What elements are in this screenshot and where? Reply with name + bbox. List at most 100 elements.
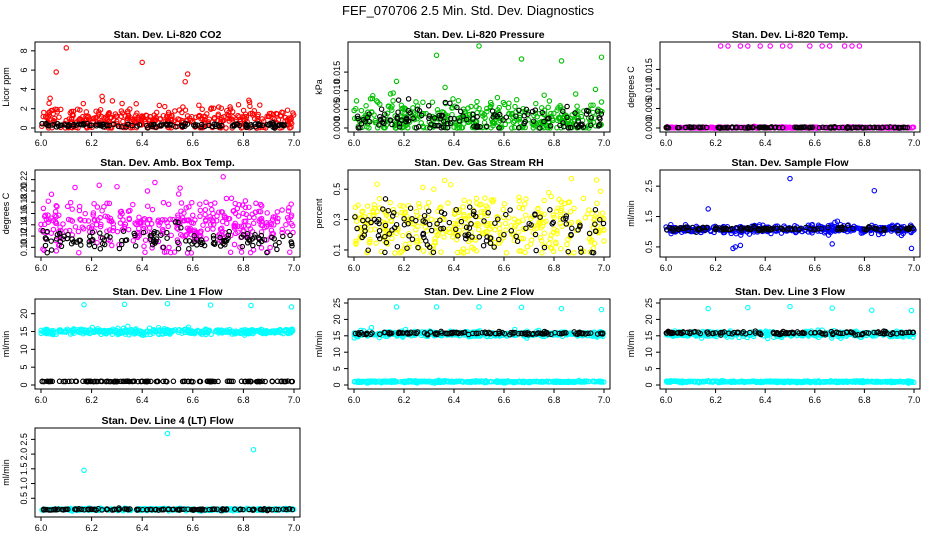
data-point [485,221,491,227]
data-point [376,122,382,128]
data-point [785,225,791,232]
data-point [460,204,466,210]
data-point [120,118,126,125]
data-point [238,378,245,385]
outlier-point [248,302,254,309]
data-point [447,120,454,127]
series-black [663,123,911,131]
data-point [130,237,137,244]
data-point [420,218,426,224]
data-point [592,86,599,93]
data-point [440,118,447,124]
data-point [72,224,79,230]
x-tick-label: 6.6 [187,395,200,405]
data-point [180,104,186,110]
data-point [236,202,242,208]
data-point [761,225,768,231]
data-point [187,117,194,124]
data-point [367,331,374,338]
data-point [409,216,415,222]
data-point [105,214,111,220]
data-point [373,98,380,104]
outlier-point [288,304,295,310]
series-blue [663,175,917,252]
x-tick-label: 6.8 [237,263,250,273]
y-tick-label: 25 [332,298,342,308]
data-point [491,244,497,250]
data-point [90,212,96,218]
data-point [136,330,143,337]
data-point [89,324,96,331]
data-point [369,330,375,336]
data-point [454,249,461,256]
plot-frame [347,298,611,390]
data-point [218,105,225,111]
data-point [591,379,598,385]
data-point [264,210,270,216]
x-tick-label: 6.8 [237,395,250,405]
series-black [354,96,605,131]
data-point [363,103,369,109]
data-point [135,378,141,385]
data-point [99,93,105,100]
data-point [372,379,378,385]
series-cyan-low [351,377,607,386]
data-point [779,124,786,131]
data-point [486,329,492,336]
data-point [601,238,607,244]
data-point [509,125,515,131]
data-point [727,226,734,233]
data-point [586,230,593,237]
data-point [155,324,162,331]
data-point [226,378,232,385]
series-black [352,328,606,338]
data-point [390,98,396,104]
plot-frame [34,41,301,133]
data-point [596,114,603,121]
data-point [48,108,54,114]
y-tick-label: 5 [19,365,29,370]
data-point [150,122,157,128]
data-point [87,233,93,240]
data-point [360,378,366,385]
data-point [248,122,254,128]
data-point [239,243,246,250]
data-point [818,225,825,232]
x-tick-label: 6.2 [709,138,722,148]
data-point [203,236,209,242]
data-point [717,124,724,131]
y-tick-label: 0 [19,125,29,130]
data-point [500,117,506,123]
data-point [548,232,555,239]
data-point [44,249,50,256]
data-point [415,244,421,251]
data-point [474,123,481,129]
data-point [462,329,468,335]
data-point [450,96,456,102]
data-point [352,214,358,220]
data-point [263,330,269,336]
data-point [455,233,461,239]
data-point [460,250,467,256]
data-point [250,247,257,253]
data-point [199,106,205,113]
data-point [521,113,528,119]
data-point [551,214,557,221]
data-point [217,329,224,336]
x-tick-label: 6.0 [348,263,361,273]
data-point [457,108,464,115]
data-point [522,118,529,125]
data-point [579,121,585,128]
data-point [175,226,181,232]
data-point [272,214,279,220]
data-point [543,378,550,385]
data-point [592,228,599,234]
points [351,43,605,131]
data-point [424,214,431,220]
data-point [398,102,405,109]
data-point [258,229,265,235]
data-point [807,226,813,232]
outlier-point [856,43,863,49]
outlier-point [121,301,128,308]
